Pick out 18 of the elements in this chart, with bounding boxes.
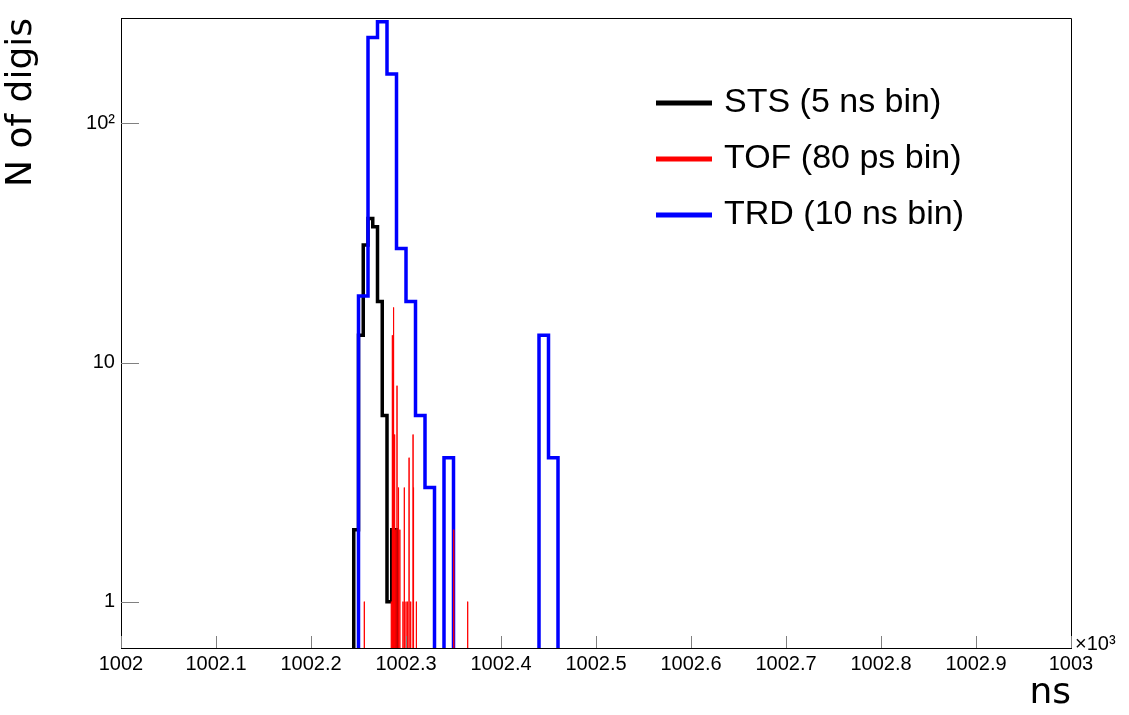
x-tick-label: 1002.3 xyxy=(375,651,437,674)
text: ×10³ xyxy=(1075,631,1116,654)
x-tick-label: 1002.7 xyxy=(755,651,817,674)
y-tick-label: 10 xyxy=(92,350,115,373)
x-tick-label: 1002 xyxy=(98,651,144,674)
y-tick-label: 1 xyxy=(103,589,115,612)
y-tick-label: 10² xyxy=(86,110,116,133)
x-tick-label: 1002.1 xyxy=(185,651,247,674)
x-tick-label: 1002.8 xyxy=(850,651,912,674)
legend-label: STS (5 ns bin) xyxy=(724,81,942,120)
x-tick-label: 1002.5 xyxy=(565,651,627,674)
y-axis-title: N of digis xyxy=(0,18,39,187)
x-tick-label: 1002.9 xyxy=(945,651,1007,674)
legend-label: TOF (80 ps bin) xyxy=(724,137,962,176)
x-tick-label: 1002.2 xyxy=(280,651,342,674)
x-tick-label: 1002.6 xyxy=(660,651,722,674)
legend-label: TRD (10 ns bin) xyxy=(724,193,964,232)
x-tick-label: 1002.4 xyxy=(470,651,532,674)
